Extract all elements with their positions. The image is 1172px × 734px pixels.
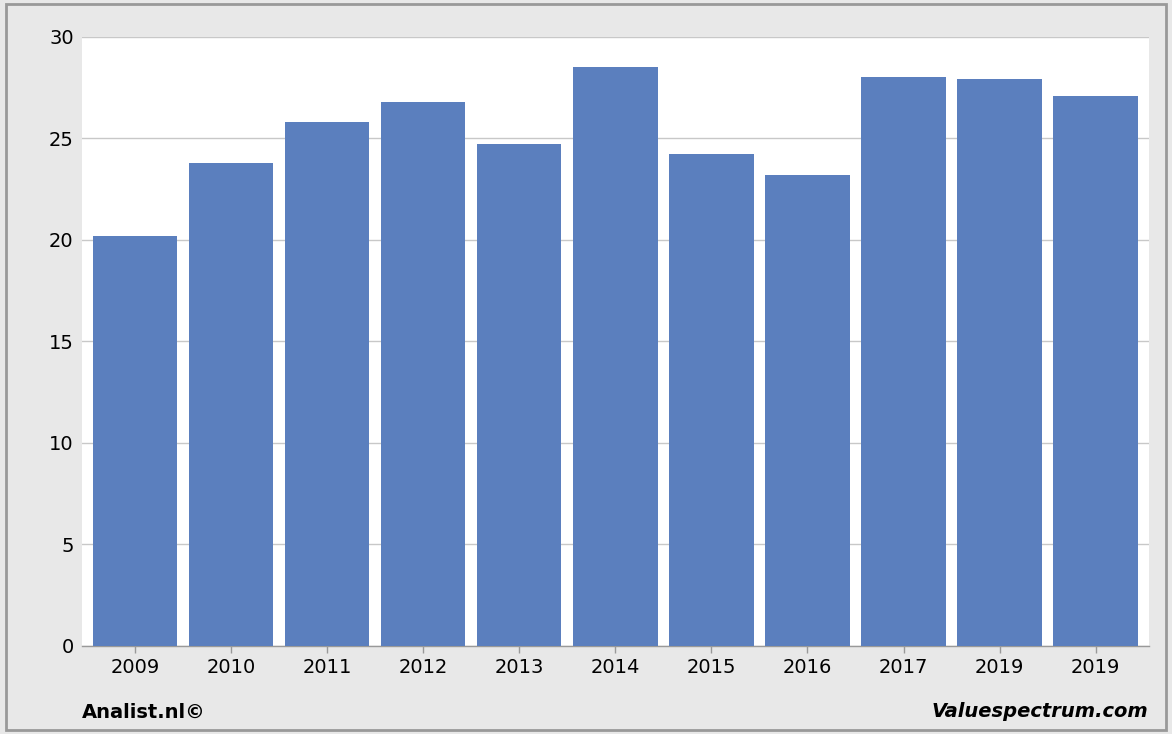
Bar [93, 236, 177, 646]
Bar [573, 68, 657, 646]
Bar [669, 154, 754, 646]
Bar [861, 77, 946, 646]
Text: Analist.nl©: Analist.nl© [82, 702, 206, 722]
Bar [285, 122, 369, 646]
Bar [189, 163, 273, 646]
Bar [958, 79, 1042, 646]
Bar [477, 145, 561, 646]
Text: Valuespectrum.com: Valuespectrum.com [932, 702, 1149, 722]
Bar [381, 102, 465, 646]
Bar [765, 175, 850, 646]
Bar [1054, 95, 1138, 646]
